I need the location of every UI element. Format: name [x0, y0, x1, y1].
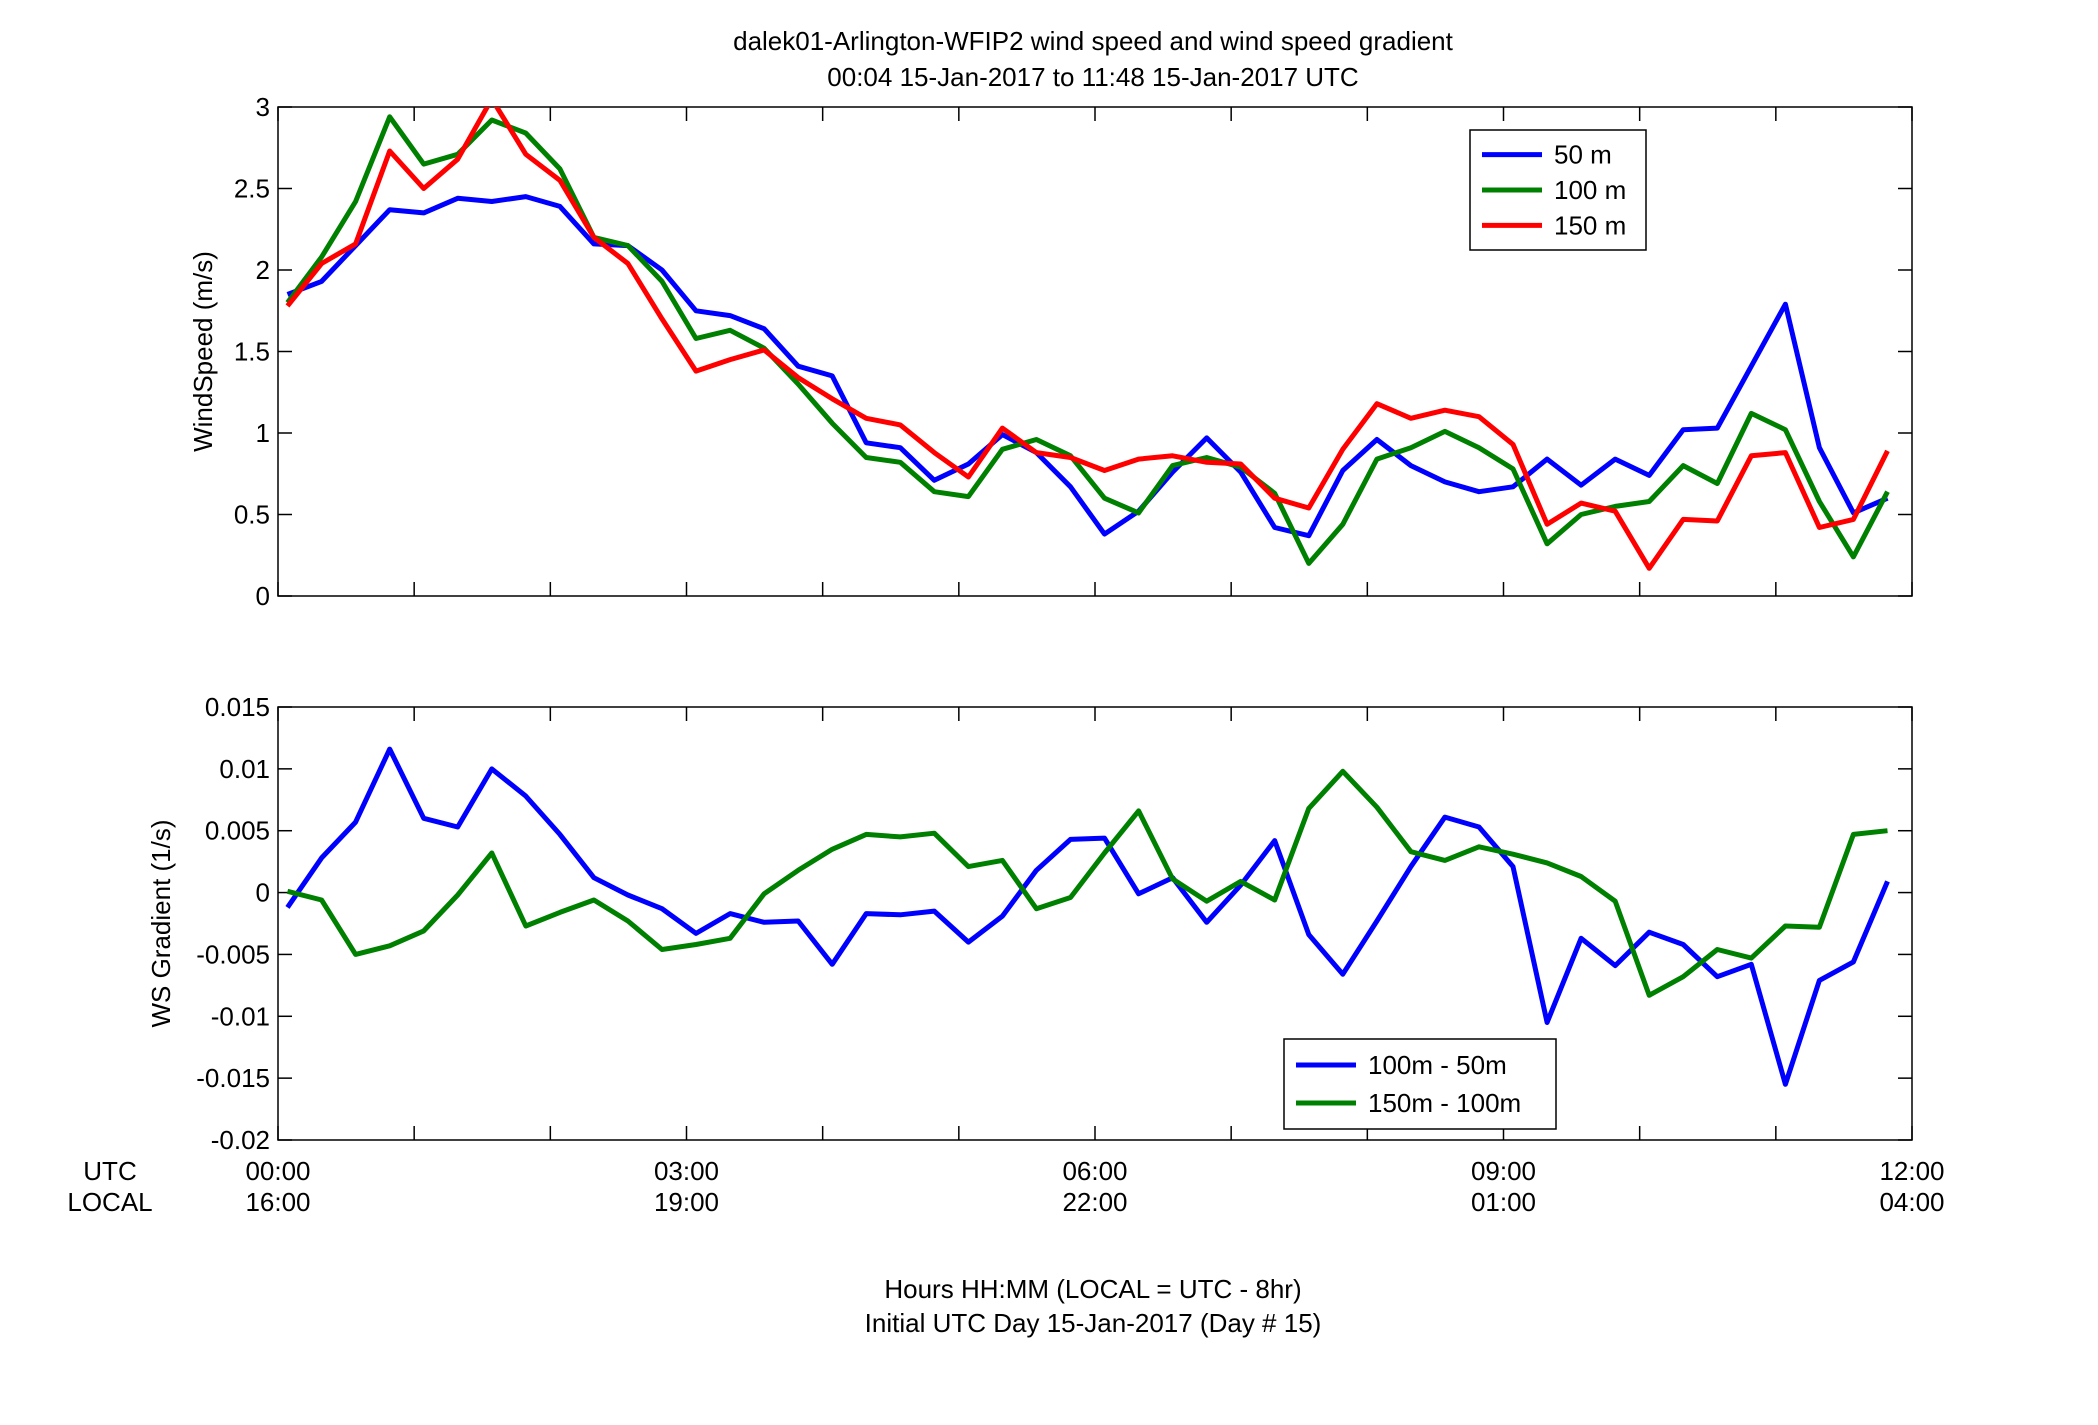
ws-legend: 50 m 100 m 150 m — [1469, 129, 1647, 251]
ws-ytick-label: 2.5 — [234, 174, 270, 204]
local-tick-label: 04:00 — [1879, 1187, 1944, 1217]
chart-title-line2: 00:04 15-Jan-2017 to 11:48 15-Jan-2017 U… — [827, 62, 1358, 92]
utc-tick-label: 00:00 — [245, 1156, 310, 1186]
grad-ytick-label: -0.005 — [196, 939, 270, 969]
grad-series-line-1 — [286, 768, 1888, 998]
local-tick-label: 19:00 — [654, 1187, 719, 1217]
ws-legend-entry: 150 m — [1554, 210, 1626, 240]
grad-legend: 100m - 50m 150m - 100m — [1283, 1038, 1557, 1130]
ws-legend-entry: 50 m — [1554, 140, 1612, 170]
ws-ytick-label: 2 — [256, 255, 270, 285]
grad-axes-box — [277, 706, 1913, 1141]
ws-ytick-label: 1.5 — [234, 337, 270, 367]
x-axis-label-line1: Hours HH:MM (LOCAL = UTC - 8hr) — [884, 1274, 1301, 1304]
grad-ytick-label: -0.015 — [196, 1063, 270, 1093]
ws-ytick-label: 0 — [256, 581, 270, 611]
local-row-label: LOCAL — [67, 1187, 152, 1217]
ws-series-line-2 — [285, 107, 1890, 571]
ws-y-axis-label: WindSpeed (m/s) — [188, 251, 218, 452]
grad-legend-entry: 150m - 100m — [1368, 1088, 1521, 1118]
grad-ytick-label: -0.02 — [211, 1125, 270, 1155]
ws-ytick-label: 3 — [256, 92, 270, 122]
utc-row-label: UTC — [83, 1156, 136, 1186]
utc-tick-label: 09:00 — [1471, 1156, 1536, 1186]
gradient-panel: -0.02 -0.015 -0.01 -0.005 0 0.005 0.01 0.015 WS … — [146, 692, 1913, 1155]
utc-tick-label: 12:00 — [1879, 1156, 1944, 1186]
ws-series-line-1 — [285, 114, 1890, 566]
grad-legend-box — [1283, 1038, 1557, 1130]
chart-title-line1: dalek01-Arlington-WFIP2 wind speed and w… — [733, 26, 1454, 56]
grad-ytick-label: 0.015 — [205, 692, 270, 722]
grad-legend-entry: 100m - 50m — [1368, 1050, 1507, 1080]
local-tick-label: 22:00 — [1062, 1187, 1127, 1217]
grad-ytick-label: -0.01 — [211, 1001, 270, 1031]
ws-ytick-label: 1 — [256, 418, 270, 448]
x-axis-label-line2: Initial UTC Day 15-Jan-2017 (Day # 15) — [865, 1308, 1322, 1338]
ws-ytick-label: 0.5 — [234, 500, 270, 530]
ws-series-line-0 — [286, 194, 1889, 539]
ws-legend-entry: 100 m — [1554, 175, 1626, 205]
grad-ytick-label: 0.01 — [219, 754, 270, 784]
ws-series-group — [285, 107, 1890, 571]
local-tick-label: 01:00 — [1471, 1187, 1536, 1217]
utc-tick-label: 03:00 — [654, 1156, 719, 1186]
windspeed-panel: 0 0.5 1 1.5 2 2.5 3 WindSpeed (m/s) 50 m 100 m 150… — [188, 92, 1913, 611]
local-tick-label: 16:00 — [245, 1187, 310, 1217]
grad-ytick-label: 0.005 — [205, 816, 270, 846]
grad-series-group — [285, 746, 1890, 1087]
grad-y-axis-label: WS Gradient (1/s) — [146, 819, 176, 1027]
grad-series-line-0 — [285, 746, 1890, 1087]
utc-tick-label: 06:00 — [1062, 1156, 1127, 1186]
grad-ytick-label: 0 — [256, 878, 270, 908]
